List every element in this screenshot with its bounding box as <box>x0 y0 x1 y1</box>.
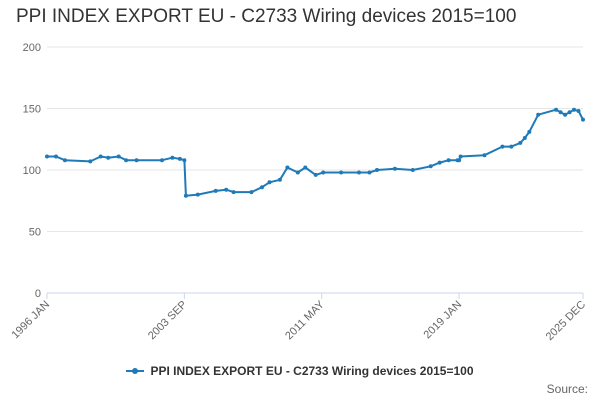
data-point <box>213 188 218 193</box>
y-tick-label: 200 <box>23 42 41 54</box>
data-point <box>249 190 254 195</box>
x-tick-label: 2019 JAN <box>422 299 465 342</box>
data-point <box>267 180 272 185</box>
data-point <box>509 144 514 149</box>
data-point <box>260 185 264 190</box>
data-point <box>231 190 236 195</box>
data-point <box>410 168 415 172</box>
data-point <box>437 160 442 165</box>
data-point <box>45 154 49 159</box>
data-point <box>277 177 282 182</box>
data-point <box>134 158 139 163</box>
data-point <box>224 187 229 192</box>
data-point <box>375 168 379 172</box>
data-point <box>572 107 576 112</box>
data-point <box>170 155 175 160</box>
data-point <box>124 158 129 163</box>
data-point <box>500 144 505 149</box>
data-point <box>160 158 164 163</box>
data-point <box>54 154 58 159</box>
data-point <box>195 192 200 197</box>
data-point <box>295 170 300 175</box>
data-point <box>581 117 585 122</box>
legend[interactable]: PPI INDEX EXPORT EU - C2733 Wiring devic… <box>0 364 600 378</box>
data-point <box>482 153 487 158</box>
data-point <box>536 112 541 117</box>
x-tick-label: 2003 SEP <box>146 299 190 343</box>
data-point <box>457 158 462 163</box>
source-label: Source: <box>546 382 588 396</box>
gridlines <box>47 46 583 232</box>
data-point <box>116 154 121 159</box>
data-point <box>576 109 581 113</box>
legend-swatch-icon <box>126 366 145 376</box>
y-tick-label: 0 <box>35 288 41 300</box>
x-tick-label: 1996 JAN <box>9 299 52 342</box>
data-point <box>446 158 451 163</box>
x-tick-label: 2011 MAY <box>283 298 327 342</box>
y-tick-label: 50 <box>29 227 41 239</box>
data-point <box>88 159 93 164</box>
data-point <box>183 193 188 198</box>
data-point <box>567 110 572 115</box>
x-tick-label: 2025 DEC <box>544 299 588 343</box>
legend-label: PPI INDEX EXPORT EU - C2733 Wiring devic… <box>150 364 474 378</box>
data-point <box>518 140 523 145</box>
data-point <box>285 165 290 170</box>
data-point <box>554 107 559 112</box>
data-point <box>98 154 103 159</box>
series-line <box>47 108 584 197</box>
y-axis-labels: 0 50 100 150 200 <box>23 42 41 300</box>
series-layer <box>45 107 585 198</box>
data-point <box>177 156 182 161</box>
y-tick-label: 150 <box>23 104 41 116</box>
x-axis <box>46 292 584 299</box>
data-point <box>106 155 111 160</box>
data-point <box>527 129 532 134</box>
data-point <box>62 158 67 163</box>
data-point <box>321 170 326 175</box>
data-point <box>182 158 187 163</box>
data-point <box>522 136 527 140</box>
data-point <box>357 170 361 175</box>
data-point <box>558 110 563 115</box>
data-point <box>563 112 568 117</box>
x-axis-labels: 1996 JAN 2003 SEP 2011 MAY 2019 JAN 2025 DEC <box>9 298 588 343</box>
data-point <box>458 154 463 159</box>
data-point <box>339 170 344 175</box>
y-tick-label: 100 <box>23 165 41 177</box>
data-point <box>428 164 433 169</box>
chart-title: PPI INDEX EXPORT EU - C2733 Wiring devic… <box>16 6 517 27</box>
data-point <box>303 165 308 170</box>
data-point <box>367 170 372 175</box>
data-point <box>392 166 397 171</box>
data-point <box>313 172 318 177</box>
